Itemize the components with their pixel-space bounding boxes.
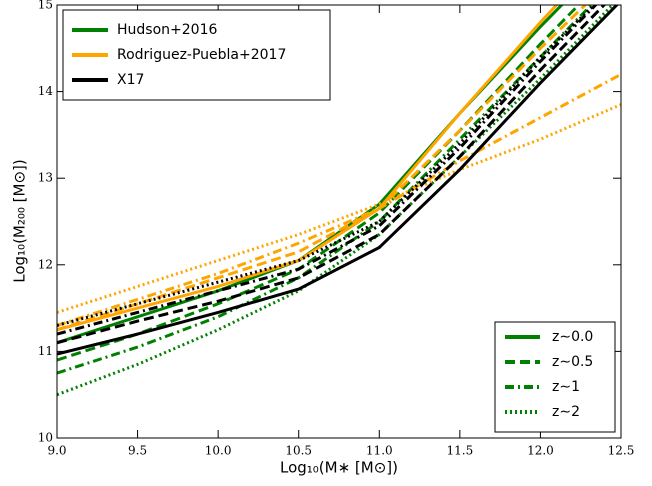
x-tick-label: 9.5 bbox=[128, 444, 147, 458]
series-line bbox=[57, 5, 615, 397]
legend-label: z∼0.0 bbox=[552, 329, 593, 345]
x-tick-label: 11.5 bbox=[446, 444, 473, 458]
legend-label: z∼0.5 bbox=[552, 354, 593, 370]
x-tick-label: 12.0 bbox=[527, 444, 554, 458]
legend-label: Hudson+2016 bbox=[117, 22, 217, 38]
x-tick-label: 11.0 bbox=[366, 444, 393, 458]
y-tick-label: 12 bbox=[38, 257, 53, 271]
legend-label: z∼1 bbox=[552, 379, 580, 395]
series-line bbox=[57, 5, 559, 332]
x-tick-label: 10.0 bbox=[205, 444, 232, 458]
x-tick-label: 12.5 bbox=[608, 444, 635, 458]
legend-label: Rodriguez-Puebla+2017 bbox=[117, 47, 286, 63]
legend-label: X17 bbox=[117, 72, 144, 88]
y-tick-label: 14 bbox=[38, 84, 54, 98]
y-tick-label: 15 bbox=[38, 0, 53, 12]
x-axis-label: Log₁₀(M∗ [M⊙]) bbox=[280, 459, 398, 477]
y-tick-label: 11 bbox=[38, 344, 53, 358]
series-line bbox=[57, 5, 598, 336]
series-line bbox=[57, 5, 588, 332]
series-line bbox=[57, 5, 597, 327]
x-tick-label: 10.5 bbox=[285, 444, 312, 458]
series-line bbox=[57, 72, 621, 327]
series-line bbox=[57, 5, 619, 356]
y-axis-label: Log₁₀(M₂₀₀ [M⊙]) bbox=[11, 159, 29, 283]
legend-label: z∼2 bbox=[552, 404, 580, 420]
series-line bbox=[57, 5, 607, 345]
y-tick-label: 13 bbox=[38, 171, 53, 185]
y-tick-label: 10 bbox=[38, 431, 53, 445]
series-line bbox=[57, 5, 564, 345]
plot-frame bbox=[56, 4, 622, 439]
series-line bbox=[57, 5, 594, 375]
x-tick-label: 9.0 bbox=[47, 444, 66, 458]
